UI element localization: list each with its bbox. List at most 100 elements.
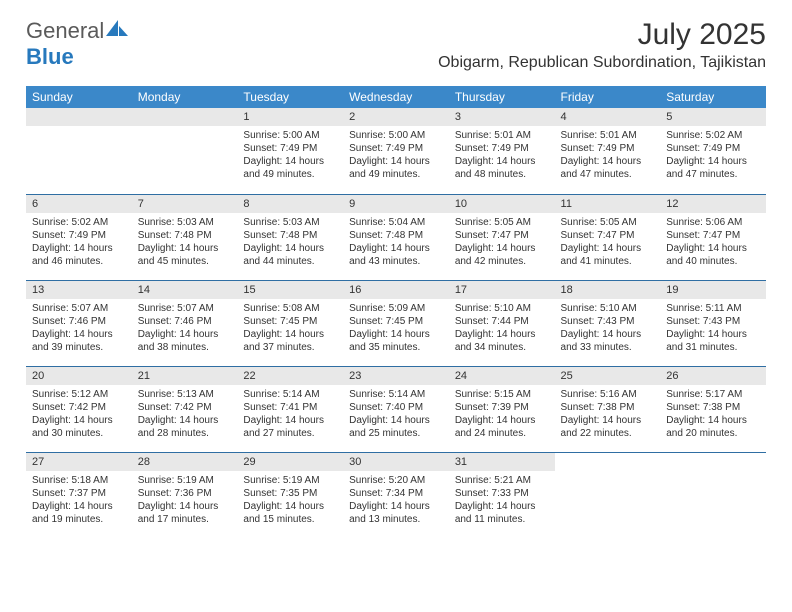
calendar-week-row: 1Sunrise: 5:00 AMSunset: 7:49 PMDaylight… xyxy=(26,108,766,194)
day-info: Sunrise: 5:01 AMSunset: 7:49 PMDaylight:… xyxy=(555,126,661,184)
logo-word2: Blue xyxy=(26,44,74,69)
day-number: 14 xyxy=(132,281,238,299)
page-header: General Blue July 2025 Obigarm, Republic… xyxy=(0,0,792,78)
day-info: Sunrise: 5:00 AMSunset: 7:49 PMDaylight:… xyxy=(237,126,343,184)
day-info: Sunrise: 5:14 AMSunset: 7:41 PMDaylight:… xyxy=(237,385,343,443)
day-info: Sunrise: 5:17 AMSunset: 7:38 PMDaylight:… xyxy=(660,385,766,443)
calendar-day-cell: 5Sunrise: 5:02 AMSunset: 7:49 PMDaylight… xyxy=(660,108,766,194)
day-number: 8 xyxy=(237,195,343,213)
day-info: Sunrise: 5:14 AMSunset: 7:40 PMDaylight:… xyxy=(343,385,449,443)
day-number: 2 xyxy=(343,108,449,126)
calendar-day-cell xyxy=(26,108,132,194)
calendar-day-cell: 8Sunrise: 5:03 AMSunset: 7:48 PMDaylight… xyxy=(237,194,343,280)
day-number: 16 xyxy=(343,281,449,299)
day-info: Sunrise: 5:13 AMSunset: 7:42 PMDaylight:… xyxy=(132,385,238,443)
day-info: Sunrise: 5:05 AMSunset: 7:47 PMDaylight:… xyxy=(449,213,555,271)
calendar-day-cell: 14Sunrise: 5:07 AMSunset: 7:46 PMDayligh… xyxy=(132,280,238,366)
day-number: 31 xyxy=(449,453,555,471)
calendar-day-cell: 28Sunrise: 5:19 AMSunset: 7:36 PMDayligh… xyxy=(132,452,238,538)
calendar-day-cell: 26Sunrise: 5:17 AMSunset: 7:38 PMDayligh… xyxy=(660,366,766,452)
day-info: Sunrise: 5:20 AMSunset: 7:34 PMDaylight:… xyxy=(343,471,449,529)
calendar-week-row: 13Sunrise: 5:07 AMSunset: 7:46 PMDayligh… xyxy=(26,280,766,366)
logo-sail-icon xyxy=(104,18,130,43)
logo-word1: General xyxy=(26,18,104,43)
calendar-day-cell: 29Sunrise: 5:19 AMSunset: 7:35 PMDayligh… xyxy=(237,452,343,538)
day-info: Sunrise: 5:16 AMSunset: 7:38 PMDaylight:… xyxy=(555,385,661,443)
calendar-day-cell: 17Sunrise: 5:10 AMSunset: 7:44 PMDayligh… xyxy=(449,280,555,366)
day-number-empty xyxy=(132,108,238,126)
day-info: Sunrise: 5:07 AMSunset: 7:46 PMDaylight:… xyxy=(26,299,132,357)
calendar-day-cell xyxy=(660,452,766,538)
calendar-day-cell: 24Sunrise: 5:15 AMSunset: 7:39 PMDayligh… xyxy=(449,366,555,452)
day-info: Sunrise: 5:15 AMSunset: 7:39 PMDaylight:… xyxy=(449,385,555,443)
calendar-day-cell: 19Sunrise: 5:11 AMSunset: 7:43 PMDayligh… xyxy=(660,280,766,366)
calendar-day-cell: 23Sunrise: 5:14 AMSunset: 7:40 PMDayligh… xyxy=(343,366,449,452)
calendar-day-cell: 31Sunrise: 5:21 AMSunset: 7:33 PMDayligh… xyxy=(449,452,555,538)
day-number: 5 xyxy=(660,108,766,126)
calendar-day-cell: 3Sunrise: 5:01 AMSunset: 7:49 PMDaylight… xyxy=(449,108,555,194)
day-header: Monday xyxy=(132,86,238,108)
day-number: 9 xyxy=(343,195,449,213)
day-number: 18 xyxy=(555,281,661,299)
logo-text: General Blue xyxy=(26,18,130,70)
calendar-day-cell: 25Sunrise: 5:16 AMSunset: 7:38 PMDayligh… xyxy=(555,366,661,452)
day-number: 29 xyxy=(237,453,343,471)
calendar-day-cell: 1Sunrise: 5:00 AMSunset: 7:49 PMDaylight… xyxy=(237,108,343,194)
day-header: Thursday xyxy=(449,86,555,108)
day-info: Sunrise: 5:08 AMSunset: 7:45 PMDaylight:… xyxy=(237,299,343,357)
calendar-header-row: SundayMondayTuesdayWednesdayThursdayFrid… xyxy=(26,86,766,108)
day-header: Friday xyxy=(555,86,661,108)
day-header: Tuesday xyxy=(237,86,343,108)
calendar-day-cell: 10Sunrise: 5:05 AMSunset: 7:47 PMDayligh… xyxy=(449,194,555,280)
day-number: 20 xyxy=(26,367,132,385)
day-info: Sunrise: 5:04 AMSunset: 7:48 PMDaylight:… xyxy=(343,213,449,271)
calendar-day-cell: 27Sunrise: 5:18 AMSunset: 7:37 PMDayligh… xyxy=(26,452,132,538)
calendar-day-cell: 4Sunrise: 5:01 AMSunset: 7:49 PMDaylight… xyxy=(555,108,661,194)
day-info: Sunrise: 5:09 AMSunset: 7:45 PMDaylight:… xyxy=(343,299,449,357)
calendar-day-cell: 20Sunrise: 5:12 AMSunset: 7:42 PMDayligh… xyxy=(26,366,132,452)
day-info: Sunrise: 5:19 AMSunset: 7:36 PMDaylight:… xyxy=(132,471,238,529)
day-number: 25 xyxy=(555,367,661,385)
calendar-week-row: 6Sunrise: 5:02 AMSunset: 7:49 PMDaylight… xyxy=(26,194,766,280)
day-info: Sunrise: 5:11 AMSunset: 7:43 PMDaylight:… xyxy=(660,299,766,357)
day-number: 3 xyxy=(449,108,555,126)
title-block: July 2025 Obigarm, Republican Subordinat… xyxy=(438,18,766,72)
calendar-day-cell: 13Sunrise: 5:07 AMSunset: 7:46 PMDayligh… xyxy=(26,280,132,366)
day-info: Sunrise: 5:03 AMSunset: 7:48 PMDaylight:… xyxy=(132,213,238,271)
day-number: 6 xyxy=(26,195,132,213)
calendar-day-cell: 22Sunrise: 5:14 AMSunset: 7:41 PMDayligh… xyxy=(237,366,343,452)
calendar-body: 1Sunrise: 5:00 AMSunset: 7:49 PMDaylight… xyxy=(26,108,766,538)
calendar-day-cell: 6Sunrise: 5:02 AMSunset: 7:49 PMDaylight… xyxy=(26,194,132,280)
day-number: 1 xyxy=(237,108,343,126)
calendar-day-cell xyxy=(132,108,238,194)
calendar-day-cell: 2Sunrise: 5:00 AMSunset: 7:49 PMDaylight… xyxy=(343,108,449,194)
day-header: Wednesday xyxy=(343,86,449,108)
calendar-day-cell: 16Sunrise: 5:09 AMSunset: 7:45 PMDayligh… xyxy=(343,280,449,366)
location-text: Obigarm, Republican Subordination, Tajik… xyxy=(438,54,766,72)
day-number: 12 xyxy=(660,195,766,213)
calendar-day-cell: 12Sunrise: 5:06 AMSunset: 7:47 PMDayligh… xyxy=(660,194,766,280)
day-info: Sunrise: 5:19 AMSunset: 7:35 PMDaylight:… xyxy=(237,471,343,529)
day-info: Sunrise: 5:01 AMSunset: 7:49 PMDaylight:… xyxy=(449,126,555,184)
day-number: 21 xyxy=(132,367,238,385)
day-info: Sunrise: 5:21 AMSunset: 7:33 PMDaylight:… xyxy=(449,471,555,529)
day-number: 30 xyxy=(343,453,449,471)
day-number: 15 xyxy=(237,281,343,299)
day-number: 4 xyxy=(555,108,661,126)
day-info: Sunrise: 5:10 AMSunset: 7:43 PMDaylight:… xyxy=(555,299,661,357)
day-number: 13 xyxy=(26,281,132,299)
day-header: Sunday xyxy=(26,86,132,108)
calendar-day-cell: 18Sunrise: 5:10 AMSunset: 7:43 PMDayligh… xyxy=(555,280,661,366)
calendar-day-cell: 11Sunrise: 5:05 AMSunset: 7:47 PMDayligh… xyxy=(555,194,661,280)
calendar-week-row: 20Sunrise: 5:12 AMSunset: 7:42 PMDayligh… xyxy=(26,366,766,452)
day-info: Sunrise: 5:05 AMSunset: 7:47 PMDaylight:… xyxy=(555,213,661,271)
day-info: Sunrise: 5:02 AMSunset: 7:49 PMDaylight:… xyxy=(26,213,132,271)
calendar-week-row: 27Sunrise: 5:18 AMSunset: 7:37 PMDayligh… xyxy=(26,452,766,538)
month-title: July 2025 xyxy=(438,18,766,52)
day-number: 27 xyxy=(26,453,132,471)
day-number: 24 xyxy=(449,367,555,385)
logo: General Blue xyxy=(26,18,130,70)
day-info: Sunrise: 5:07 AMSunset: 7:46 PMDaylight:… xyxy=(132,299,238,357)
day-info: Sunrise: 5:02 AMSunset: 7:49 PMDaylight:… xyxy=(660,126,766,184)
day-header: Saturday xyxy=(660,86,766,108)
